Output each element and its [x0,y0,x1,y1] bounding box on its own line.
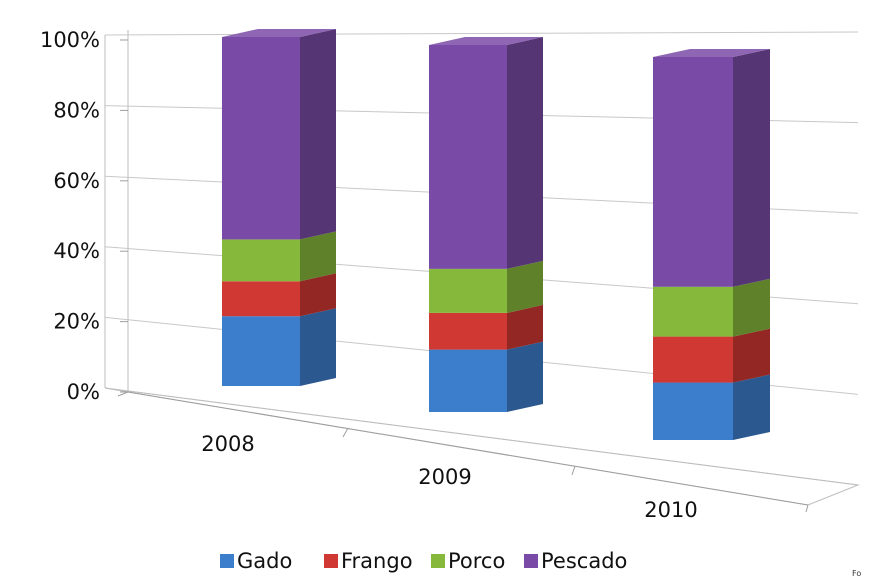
bar-frango-2009 [429,312,507,350]
bar-gado-2010-side [733,374,770,440]
bar-porco-2009-side [507,260,543,313]
legend: Gado Frango Porco Pescado [220,549,627,573]
bar-porco-2008-side [300,231,336,282]
bar-frango-2010-side [733,328,770,383]
legend-label: Porco [448,549,505,573]
y-tick-label: 80% [53,98,100,122]
legend-item-frango: Frango [324,549,413,573]
x-tick-label: 2008 [201,432,254,456]
legend-label: Pescado [541,549,627,573]
bar-pescado-2008-side [300,29,336,240]
x-axis-tick [805,504,809,513]
bar-pescado-2009 [429,45,507,269]
bar-gado-2009-side [507,341,543,412]
bar-pescado-2010-top [653,49,770,57]
y-tick-label: 0% [67,380,100,404]
bar-porco-2008 [222,239,300,282]
x-category-labels: 2008 2009 2010 [201,432,697,522]
bar-gado-2008 [222,316,300,386]
legend-swatch [431,554,445,568]
bar-porco-2010-side [733,278,770,337]
y-tick-labels: 0% 20% 40% 60% 80% 100% [40,28,100,404]
bars [222,29,770,440]
x-axis-tick [117,391,129,397]
axes [104,30,860,513]
bar-porco-2009 [429,268,507,313]
legend-item-porco: Porco [431,549,505,573]
y-tick-label: 100% [40,28,100,52]
bar-gado-2009 [429,349,507,412]
x-tick-label: 2010 [644,498,697,522]
y-tick-label: 60% [53,169,100,193]
bar-frango-2008 [222,281,300,317]
legend-item-gado: Gado [220,549,292,573]
corner-text: Fo [852,569,861,578]
bar-pescado-2009-top [429,37,543,45]
bar-porco-2010 [653,286,733,337]
legend-item-pescado: Pescado [524,549,627,573]
bar-pescado-2010 [653,57,733,287]
bar-frango-2010 [653,336,733,383]
bar-frango-2008-side [300,273,336,317]
gridline [104,31,859,36]
x-tick-label: 2009 [418,465,471,489]
bar-pescado-2008 [222,37,300,240]
x-axis-line [127,391,809,506]
legend-label: Frango [341,549,413,573]
legend-swatch [524,554,538,568]
bar-stack-2009 [429,37,543,412]
y-tick-label: 20% [53,310,100,334]
bar-gado-2010 [653,382,733,440]
bar-frango-2009-side [507,304,543,350]
bar-stack-2010 [653,49,770,440]
bar-pescado-2010-side [733,49,770,287]
legend-swatch [220,554,234,568]
y-tick-label: 40% [53,239,100,263]
bar-pescado-2009-side [507,37,543,269]
x-axis-tick [571,465,576,476]
x-axis-tick [342,427,349,438]
bar-gado-2008-side [300,308,336,386]
bar-pescado-2008-top [222,29,336,37]
bar-stack-2008 [222,29,336,386]
legend-label: Gado [237,549,292,573]
legend-swatch [324,554,338,568]
